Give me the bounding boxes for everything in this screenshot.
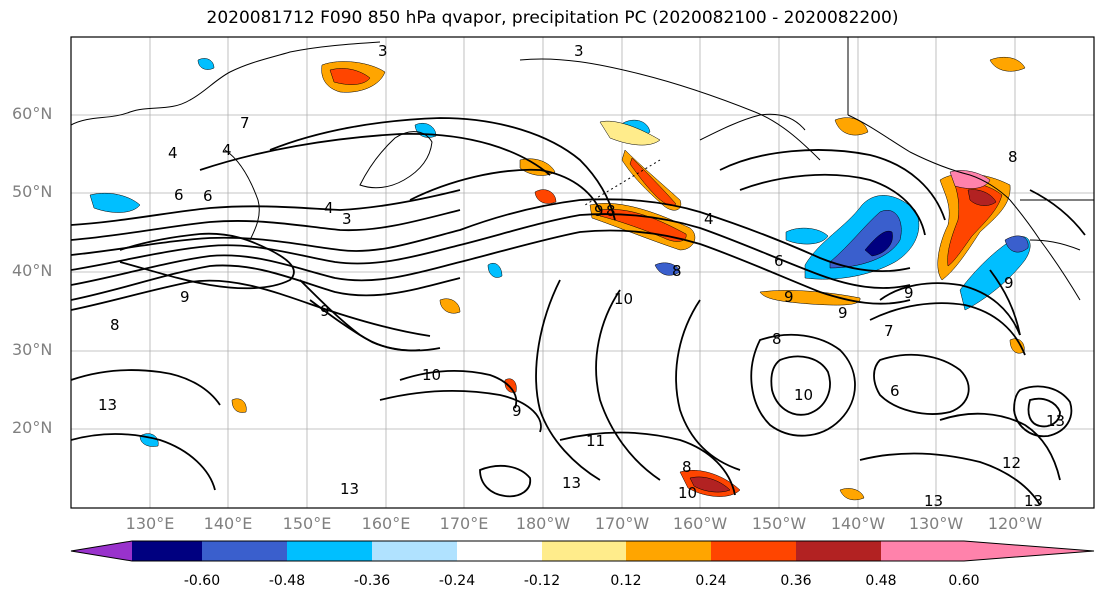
contour-label: 4 [168,144,178,162]
contour-label: 8 [672,262,682,280]
lon-label: 170°E [439,514,489,533]
contour-label: 10 [614,290,633,308]
contour-label: 3 [342,210,352,228]
contour-label: 13 [98,396,117,414]
contour-label: 6 [174,186,184,204]
colorbar-segment [372,541,457,561]
contour-label: 8 [772,330,782,348]
contour-label: 13 [340,480,359,498]
lon-label: 130°W [908,514,964,533]
gridlines [71,37,1094,508]
lon-label: 120°W [987,514,1043,533]
contour-label: 9 [180,288,190,306]
contour-label: 10 [422,366,441,384]
lon-label: 140°E [203,514,253,533]
contour-label: 8 [110,316,120,334]
contour-label: 4 [704,210,714,228]
lon-label: 150°E [282,514,332,533]
colorbar-segment [542,541,626,561]
contour-label: 8 [1008,148,1018,166]
colorbar-tick-label: 0.12 [610,573,642,589]
contour-label: 8 [682,458,692,476]
lon-label: 180°W [515,514,571,533]
contour-label: 11 [586,432,605,450]
lat-label: 20°N [12,418,53,437]
contour-label: 13 [1046,412,1065,430]
colorbar-segment [881,541,964,561]
colorbar-segment [796,541,881,561]
contour-label: 6 [203,187,213,205]
colorbar-outline [70,540,1095,562]
contour-label: 7 [240,114,250,132]
contour-label: 9 [784,288,794,306]
contour-label: 4 [324,199,334,217]
colorbar-tick-label: -0.12 [523,573,561,589]
colorbar-tick-label: 0.36 [780,573,812,589]
coastlines [71,37,1094,301]
precip-fill [89,57,1031,501]
colorbar-tick-label: 0.60 [948,573,980,589]
qvapor-contours [71,117,1086,506]
lon-label: 150°W [751,514,807,533]
colorbar-segment [626,541,711,561]
contour-label: 9 [594,202,604,220]
contour-label: 13 [562,474,581,492]
lon-label: 170°W [594,514,650,533]
colorbar-segment [457,541,542,561]
colorbar-segment [287,541,372,561]
contour-label: 9 [838,304,848,322]
contour-label: 13 [1024,492,1043,510]
map-title: 2020081712 F090 850 hPa qvapor, precipit… [206,8,899,28]
lon-label: 160°E [361,514,411,533]
colorbar-tick-label: -0.36 [353,573,391,589]
colorbar-tick-label: 0.24 [695,573,727,589]
contour-label: 3 [574,42,584,60]
contour-label: 10 [794,386,813,404]
contour-label-group: 3 3 4 4 6 4 3 9 8 4 6 9 8 9 10 9 8 7 6 9… [98,42,1065,510]
lat-label: 60°N [12,104,53,123]
map-background [71,37,1094,508]
contour-label: 4 [222,141,232,159]
contour-label: 8 [606,202,616,220]
colorbar-tick-label: -0.60 [183,573,221,589]
contour-label: 9 [904,284,914,302]
contour-label: 9 [320,302,330,320]
contour-label: 9 [512,402,522,420]
colorbar-segment [711,541,796,561]
contour-label: 6 [890,382,900,400]
lat-label: 30°N [12,340,53,359]
lon-label: 160°W [672,514,728,533]
colorbar-segment [132,541,202,561]
colorbar-extend-low [71,541,132,561]
colorbar-tick-label: -0.24 [438,573,476,589]
contour-label: 10 [678,484,697,502]
contour-label: 6 [774,252,784,270]
contour-label: 3 [378,42,388,60]
colorbar-extend-high [964,541,1094,561]
contour-label: 7 [884,322,894,340]
contour-label: 12 [1002,454,1021,472]
lon-label: 140°W [830,514,886,533]
contour-label: 9 [1004,274,1014,292]
colorbar-segment [202,541,287,561]
map-frame [70,36,1095,509]
lat-label: 50°N [12,182,53,201]
colorbar [70,540,1095,562]
contour-label: 13 [924,492,943,510]
lat-label: 40°N [12,261,53,280]
colorbar-tick-label: -0.48 [268,573,306,589]
colorbar-tick-label: 0.48 [865,573,897,589]
lon-label: 130°E [125,514,175,533]
